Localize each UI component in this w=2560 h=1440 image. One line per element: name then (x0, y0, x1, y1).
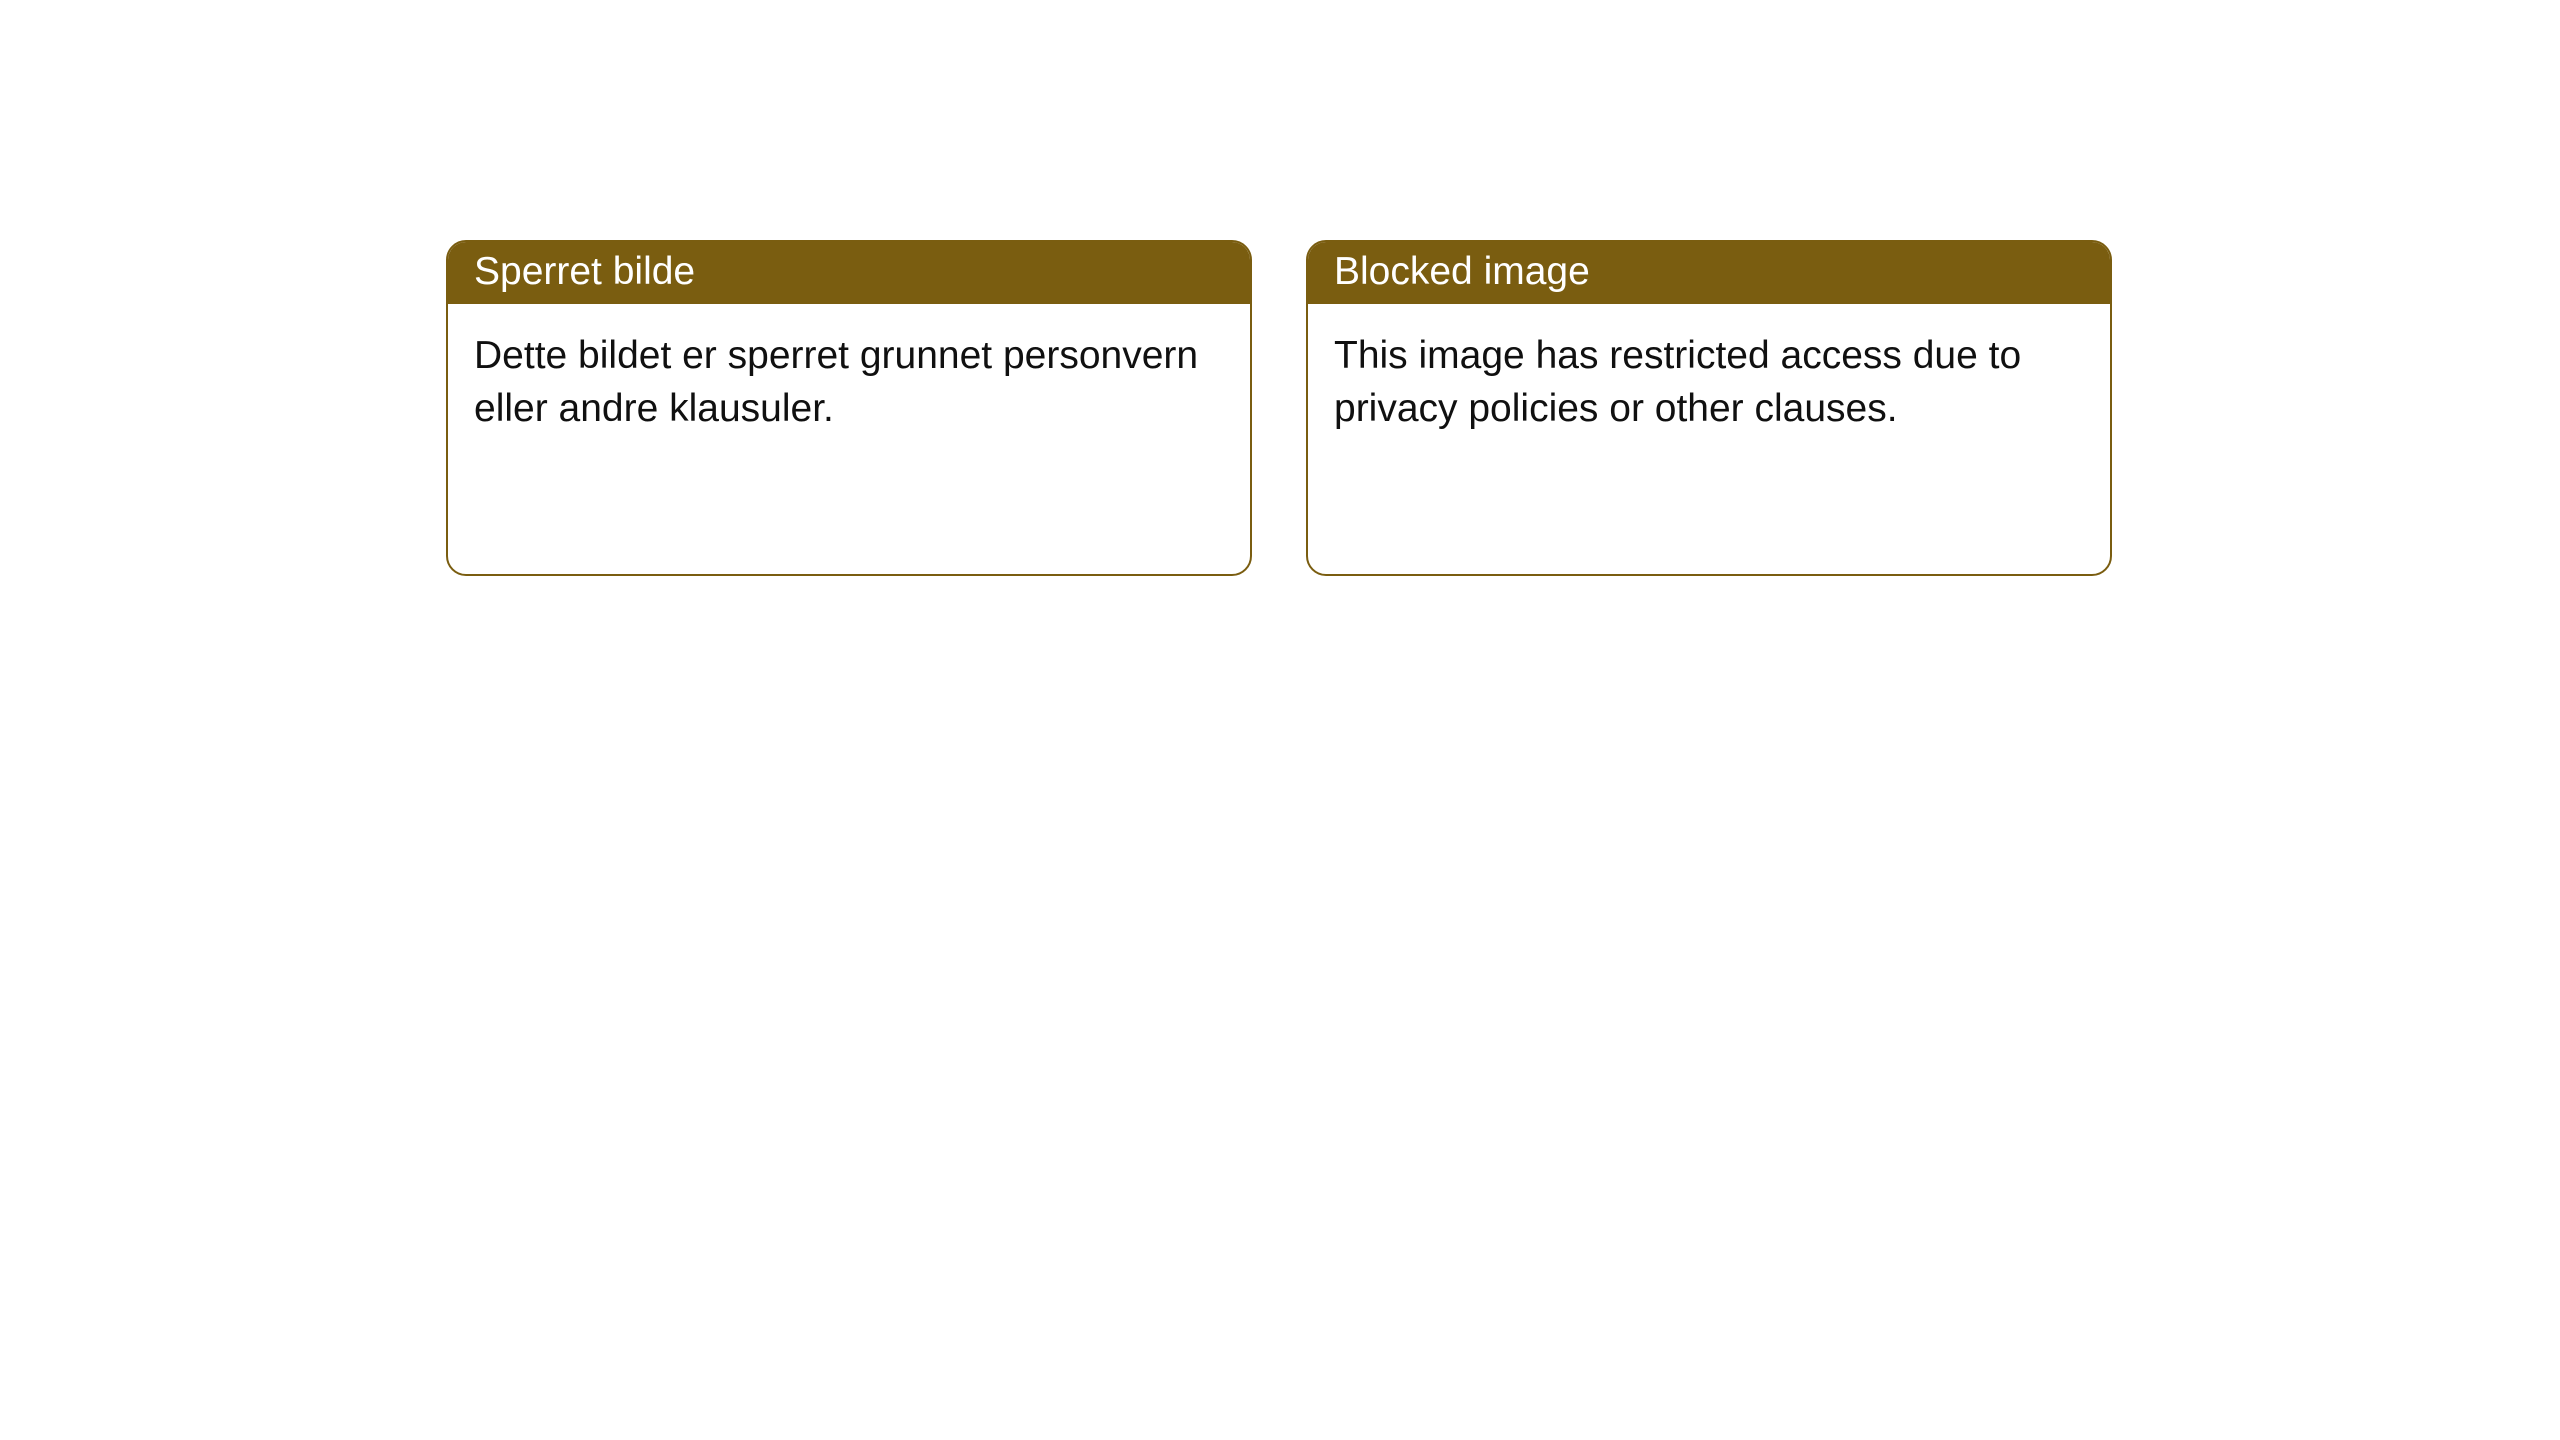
notice-body-norwegian: Dette bildet er sperret grunnet personve… (448, 304, 1250, 461)
notice-body-english: This image has restricted access due to … (1308, 304, 2110, 461)
notice-title-norwegian: Sperret bilde (448, 242, 1250, 304)
notice-box-english: Blocked image This image has restricted … (1306, 240, 2112, 576)
notice-title-english: Blocked image (1308, 242, 2110, 304)
notice-container: Sperret bilde Dette bildet er sperret gr… (0, 0, 2560, 576)
notice-box-norwegian: Sperret bilde Dette bildet er sperret gr… (446, 240, 1252, 576)
